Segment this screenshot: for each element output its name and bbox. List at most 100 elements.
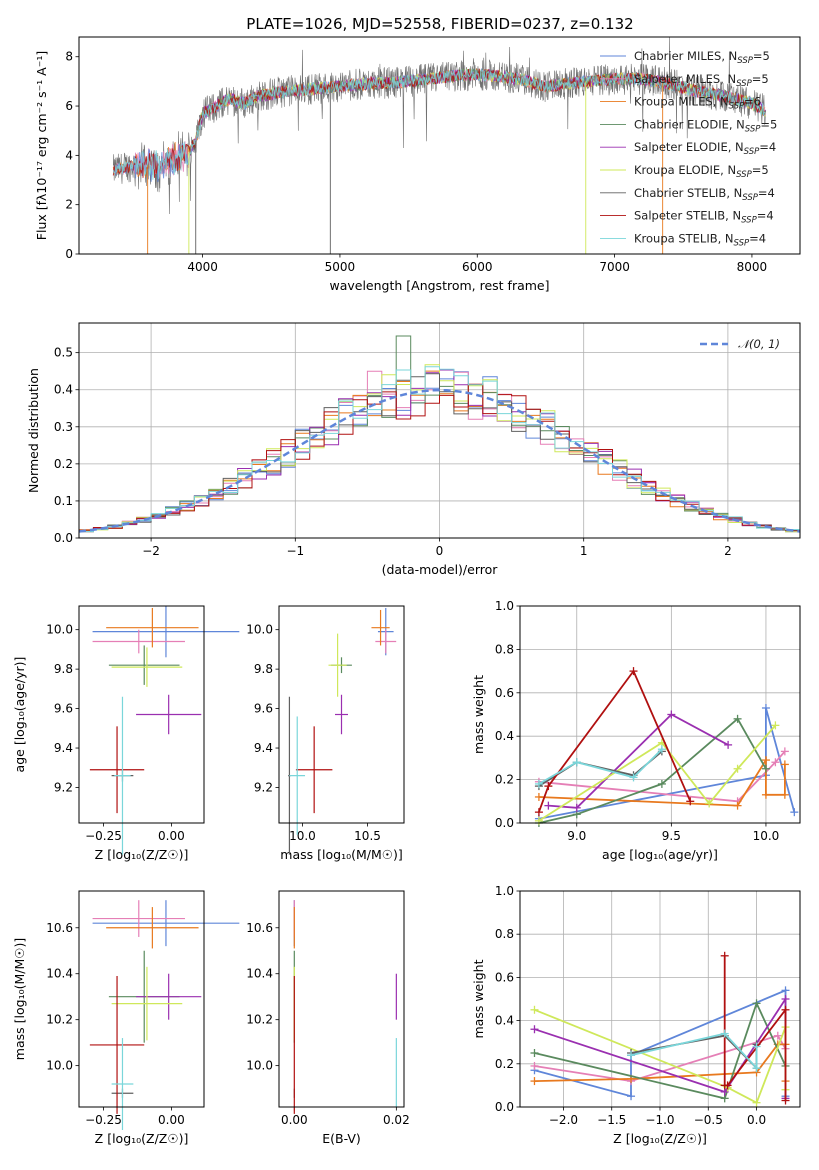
- y-tick-label: 0.1: [54, 494, 73, 508]
- x-tick-label: −1: [286, 544, 304, 558]
- x-tick-label: −1.0: [645, 1113, 674, 1127]
- x-tick-label: 9.5: [662, 829, 681, 843]
- legend-label-subscript: SSP: [736, 79, 752, 89]
- x-tick-label: 10.0: [753, 829, 780, 843]
- x-tick-label: 5000: [325, 260, 356, 274]
- legend-label-subscript: SSP: [737, 56, 753, 66]
- x-tick-label: 0.0: [747, 1113, 766, 1127]
- legend-label: Kroupa ELODIE, NSSP=5: [634, 163, 769, 180]
- legend-label-subscript: SSP: [744, 147, 760, 157]
- y-tick-label: 10.0: [246, 623, 273, 637]
- y-tick-label: 0.3: [54, 420, 73, 434]
- panel-residuals: −2 −1 0 1 2 0.0 0.1 0.2 0.3 0.4 0.5 (data-model)/er…: [26, 323, 800, 577]
- x-tick-label: −0.25: [85, 829, 122, 843]
- histogram-series: [79, 366, 800, 534]
- axes-frame: [278, 890, 405, 1108]
- x-tick-label: 10.0: [289, 829, 316, 843]
- y-tick-label: 9.6: [54, 702, 73, 716]
- x-axis-label: Z [log₁₀(Z/Z☉)]: [613, 1131, 707, 1146]
- y-tick-label: 0.4: [54, 383, 73, 397]
- axes-frame: [519, 890, 801, 1108]
- y-tick-label: 0.2: [495, 773, 514, 787]
- y-tick-label: 9.6: [254, 702, 273, 716]
- panel-spectrum: 4000 5000 6000 7000 8000 0 2 4 6 8 wavelength [Ang…: [34, 50, 767, 293]
- legend-label-text: Kroupa STELIB, N: [634, 231, 734, 245]
- y-tick-label: 8: [65, 50, 73, 64]
- legend-label: Salpeter STELIB, NSSP=4: [634, 209, 774, 226]
- x-tick-label: 4000: [187, 260, 218, 274]
- legend-label: Kroupa STELIB, NSSP=4: [634, 231, 766, 248]
- y-tick-label: 0.2: [495, 1057, 514, 1071]
- legend-label-text: Kroupa ELODIE, N: [634, 163, 736, 177]
- weight-series: [630, 1032, 758, 1071]
- y-tick-label: 0.0: [495, 1100, 514, 1114]
- legend-label-text: Chabrier STELIB, N: [634, 186, 742, 200]
- x-tick-label: 8000: [737, 260, 768, 274]
- x-tick-label: −0.25: [85, 1113, 122, 1127]
- axes-frame: [78, 605, 205, 824]
- y-tick-label: 10.4: [46, 967, 73, 981]
- weight-series: [538, 724, 777, 822]
- y-tick-label: 10.0: [46, 1059, 73, 1073]
- axes-frame: [519, 605, 801, 824]
- panel-Z-weight: −2.0 −1.5 −1.0 −0.5 0.0 0.0 0.2 0.4 0.6 0.8 1.0 Z […: [471, 884, 800, 1146]
- legend-label-suffix: =5: [752, 72, 769, 86]
- legend-label-suffix: =4: [759, 140, 776, 154]
- y-tick-label: 9.8: [254, 662, 273, 676]
- errorbar-points: [89, 900, 240, 1130]
- axes-frame: [278, 605, 405, 824]
- y-tick-label: 0.5: [54, 346, 73, 360]
- y-tick-label: 0.0: [495, 816, 514, 830]
- legend-label-subscript: SSP: [736, 170, 752, 180]
- weight-series: [534, 1034, 787, 1083]
- legend-label-suffix: =6: [744, 95, 761, 109]
- weight-series: [538, 748, 663, 785]
- weight-series: [538, 707, 796, 820]
- y-tick-label: 9.4: [254, 741, 273, 755]
- y-tick-label: 9.2: [54, 780, 73, 794]
- panel-Z-mass: −0.25 0.00 10.0 10.2 10.4 10.6 Z [log₁₀(Z/Z☉)]…: [12, 921, 188, 1146]
- x-tick-label: −1.5: [597, 1113, 626, 1127]
- y-tick-label: 0.4: [495, 729, 514, 743]
- legend-label-subscript: SSP: [742, 193, 758, 203]
- x-tick-label: −2: [142, 544, 160, 558]
- weight-series: [538, 669, 692, 813]
- y-tick-label: 1.0: [495, 884, 514, 898]
- legend-label-text: Chabrier MILES, N: [634, 49, 737, 63]
- legend-label: 𝒩(0, 1): [738, 337, 780, 351]
- y-axis-label: Flux [fλ10⁻¹⁷ erg cm⁻² s⁻¹ A⁻¹]: [34, 51, 49, 240]
- axes-frame: [78, 322, 801, 539]
- errorbar-points: [89, 606, 240, 855]
- normal-curve: [79, 388, 800, 533]
- x-tick-label: 0.02: [383, 1113, 410, 1127]
- spectrum-series: [112, 68, 766, 178]
- y-tick-label: 10.6: [46, 921, 73, 935]
- legend-label: Chabrier MILES, NSSP=5: [634, 49, 770, 66]
- x-axis-label: Z [log₁₀(Z/Z☉)]: [95, 847, 189, 862]
- legend-label: Salpeter MILES, NSSP=5: [634, 72, 769, 89]
- legend-label-suffix: =5: [752, 163, 769, 177]
- spectrum-series: [188, 67, 767, 156]
- weight-lines: [534, 667, 799, 827]
- axes-frame: [78, 36, 801, 255]
- axes-frame: [78, 890, 205, 1108]
- x-axis-label: wavelength [Angstrom, rest frame]: [329, 278, 549, 293]
- y-tick-label: 0.4: [495, 1014, 514, 1028]
- legend-label-subscript: SSP: [745, 124, 761, 134]
- weight-lines: [530, 951, 790, 1107]
- panel-mass-age: 10.0 10.5 9.2 9.4 9.6 9.8 10.0 mass [log₁₀(M/M☉…: [246, 623, 402, 862]
- x-tick-label: 10.5: [354, 829, 381, 843]
- x-tick-label: −2.0: [549, 1113, 578, 1127]
- y-tick-label: 10.6: [246, 921, 273, 935]
- x-axis-label: mass [log₁₀(M/M☉)]: [280, 847, 402, 862]
- panel-Z-age: −0.25 0.00 9.2 9.4 9.6 9.8 10.0 Z [log₁₀(Z/Z☉)]…: [12, 623, 188, 862]
- weight-series: [538, 750, 786, 803]
- y-tick-label: 4: [65, 148, 73, 162]
- x-tick-label: 6000: [462, 260, 493, 274]
- legend-label-text: Kroupa MILES, N: [634, 95, 729, 109]
- legend-label: Salpeter ELODIE, NSSP=4: [634, 140, 776, 157]
- y-axis-label: age [log₁₀(age/yr)]: [12, 657, 27, 773]
- x-tick-label: 0.00: [158, 829, 185, 843]
